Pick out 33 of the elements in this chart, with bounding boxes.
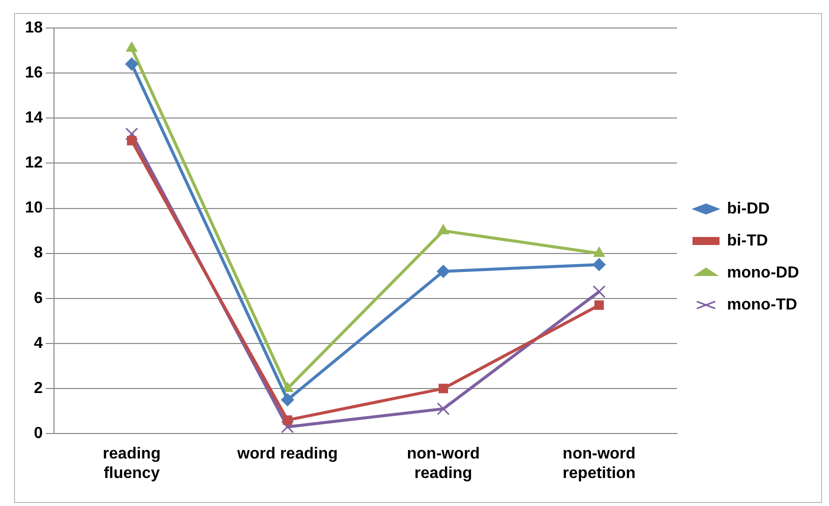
y-tick-label: 6 — [34, 290, 43, 307]
y-tick-label: 8 — [34, 244, 43, 262]
legend-label: mono-TD — [727, 296, 798, 314]
point — [438, 224, 450, 234]
y-tick-label: 12 — [25, 154, 43, 172]
point — [126, 42, 138, 52]
point — [125, 128, 138, 140]
point — [593, 246, 605, 257]
point — [592, 258, 606, 272]
x-tick-label: word reading — [236, 446, 338, 463]
point — [126, 136, 136, 146]
x-tick-label: reading fluency — [102, 446, 161, 482]
y-tick-label: 16 — [25, 64, 43, 82]
point — [282, 415, 292, 425]
x-tick-label: non-word reading — [406, 446, 480, 482]
y-tick-label: 2 — [34, 380, 43, 397]
legend-label: bi-TD — [727, 232, 768, 250]
y-tick-label: 14 — [25, 110, 43, 127]
legend-label: mono-DD — [727, 264, 799, 282]
legend-label: bi-DD — [727, 200, 770, 218]
y-tick-label: 18 — [25, 19, 43, 36]
point — [436, 264, 450, 278]
point — [438, 384, 448, 394]
y-tick-label: 10 — [25, 200, 43, 217]
point — [592, 285, 606, 298]
point — [281, 420, 294, 434]
y-tick-label: 0 — [34, 425, 43, 442]
y-tick-label: 4 — [34, 334, 43, 352]
point — [436, 402, 450, 416]
x-tick-label: non-word repetition — [562, 446, 636, 482]
point — [125, 58, 138, 71]
point — [594, 300, 604, 310]
point — [281, 393, 294, 406]
